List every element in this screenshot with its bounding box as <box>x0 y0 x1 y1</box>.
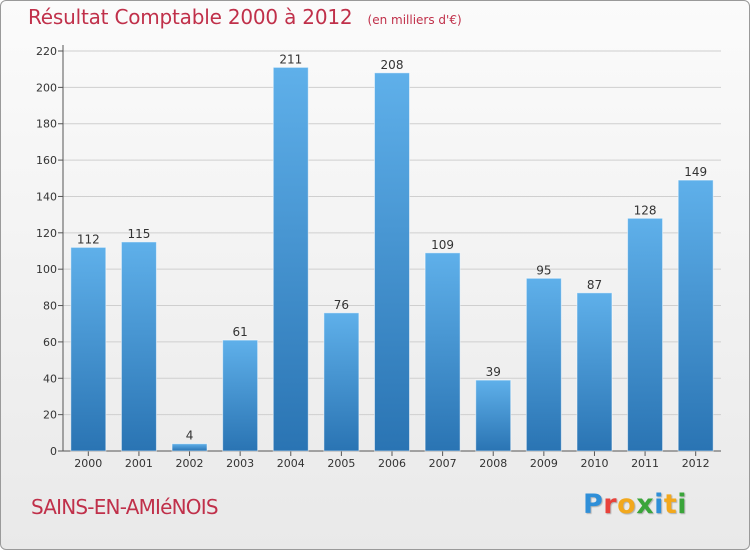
bar-outline <box>576 292 613 452</box>
bar <box>475 380 511 451</box>
logo-letter: i <box>654 489 664 520</box>
bar-outline <box>627 217 664 452</box>
data-label: 128 <box>634 203 657 217</box>
chart-subtitle: (en milliers d'€) <box>367 13 462 27</box>
bar <box>273 67 309 451</box>
x-tick-label: 2001 <box>125 457 153 470</box>
bar <box>526 278 562 451</box>
x-tick-label: 2005 <box>327 457 355 470</box>
logo-letter: x <box>636 489 655 520</box>
x-tick-label: 2012 <box>682 457 710 470</box>
y-tick-label: 220 <box>36 45 57 58</box>
bar <box>627 218 663 451</box>
bar <box>374 72 410 452</box>
chart-title: Résultat Comptable 2000 à 2012 <box>28 5 353 29</box>
logo-letter: P <box>583 489 604 520</box>
y-tick-label: 60 <box>43 336 57 349</box>
data-label: 4 <box>186 429 194 443</box>
y-tick-label: 140 <box>36 190 57 203</box>
place-name: SAINS-EN-AMIéNOIS <box>31 495 219 519</box>
bar-outline <box>677 179 714 452</box>
y-tick-label: 160 <box>36 154 57 167</box>
data-label: 208 <box>381 58 404 72</box>
data-label: 115 <box>127 227 150 241</box>
bars <box>70 66 714 452</box>
y-tick-label: 180 <box>36 118 57 131</box>
bar <box>323 312 359 451</box>
bar-outline <box>222 339 259 452</box>
logo-letter: t <box>663 489 678 520</box>
bar-outline <box>323 312 360 452</box>
x-tick-label: 2002 <box>176 457 204 470</box>
y-tick-label: 20 <box>43 409 57 422</box>
data-label: 76 <box>334 298 349 312</box>
bar-outline <box>424 252 461 452</box>
data-label: 61 <box>233 325 248 339</box>
bar <box>425 252 461 451</box>
data-label: 95 <box>536 263 551 277</box>
y-tick-label: 0 <box>50 445 57 458</box>
y-tick-label: 40 <box>43 372 57 385</box>
bar-outline <box>171 443 208 452</box>
bar <box>576 292 612 451</box>
x-tick-label: 2009 <box>530 457 558 470</box>
data-labels: 112 115 4 61 211 76 208 109 39 95 87 128 149 <box>77 52 707 442</box>
data-label: 112 <box>77 232 100 246</box>
logo-letter: o <box>617 489 637 520</box>
bar <box>678 180 714 451</box>
data-label: 39 <box>486 365 501 379</box>
x-tick-label: 2010 <box>580 457 608 470</box>
bar-outline <box>525 277 562 452</box>
bar-outline <box>374 72 410 452</box>
bar-outline <box>120 241 157 452</box>
data-label: 109 <box>431 238 454 252</box>
x-tick-label: 2004 <box>277 457 305 470</box>
bar-outline <box>70 246 107 452</box>
axes: 0 20 40 60 80 100 120 140 160 180 200 220 2000 2001 20… <box>36 45 721 470</box>
data-label: 149 <box>684 165 707 179</box>
x-tick-label: 2003 <box>226 457 254 470</box>
bar <box>222 340 258 451</box>
y-tick-label: 80 <box>43 300 57 313</box>
bar <box>172 443 208 451</box>
bar-outline <box>475 379 512 452</box>
y-tick-label: 120 <box>36 227 57 240</box>
bar-outline <box>272 66 309 452</box>
x-tick-label: 2007 <box>429 457 457 470</box>
x-tick-label: 2008 <box>479 457 507 470</box>
x-tick-label: 2006 <box>378 457 406 470</box>
bar <box>121 241 157 451</box>
x-tick-label: 2000 <box>74 457 102 470</box>
data-label: 211 <box>279 52 302 66</box>
logo-letter: i <box>677 489 688 520</box>
logo-letter: r <box>603 489 618 520</box>
proxiti-logo: Proxiti <box>583 489 687 520</box>
data-label: 87 <box>587 278 602 292</box>
x-tick-label: 2011 <box>631 457 659 470</box>
y-tick-label: 100 <box>36 263 57 276</box>
y-tick-label: 200 <box>36 81 57 94</box>
title-row: Résultat Comptable 2000 à 2012 (en milli… <box>28 5 462 29</box>
bar <box>70 247 106 451</box>
